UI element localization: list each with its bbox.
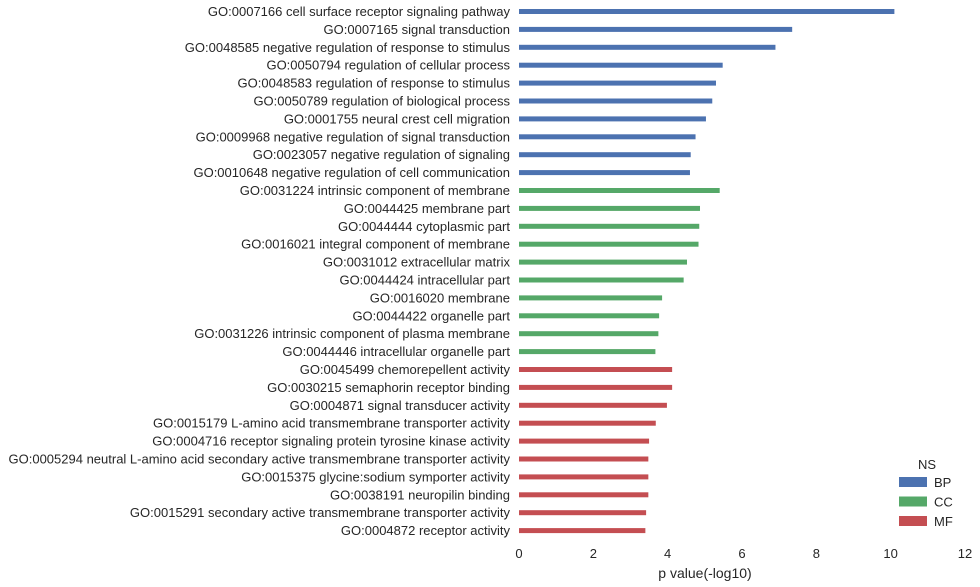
- y-tick-label: GO:0030215 semaphorin receptor binding: [267, 380, 510, 395]
- x-tick-label: 12: [958, 546, 972, 561]
- x-tick-label: 6: [738, 546, 745, 561]
- bar-bp: [519, 116, 706, 122]
- bar-cc: [519, 313, 660, 319]
- bar-bp: [519, 134, 696, 140]
- bar-bp: [519, 62, 723, 68]
- y-tick-label: GO:0016020 membrane: [370, 290, 510, 305]
- y-tick-label: GO:0044444 cytoplasmic part: [338, 219, 510, 234]
- bar-cc: [519, 331, 659, 337]
- y-tick-label: GO:0048583 regulation of response to sti…: [238, 76, 511, 91]
- y-tick-label: GO:0007166 cell surface receptor signali…: [208, 4, 511, 19]
- y-tick-label: GO:0005294 neutral L-amino acid secondar…: [9, 452, 511, 467]
- y-tick-label: GO:0050789 regulation of biological proc…: [253, 94, 510, 109]
- y-tick-label: GO:0044424 intracellular part: [339, 273, 510, 288]
- y-tick-label: GO:0044425 membrane part: [344, 201, 511, 216]
- x-axis-label: p value(-log10): [658, 565, 751, 581]
- bar-cc: [519, 295, 663, 301]
- legend-label-bp: BP: [934, 475, 951, 490]
- legend-label-mf: MF: [934, 514, 953, 529]
- bar-mf: [519, 384, 673, 390]
- bar-bp: [519, 152, 691, 158]
- legend-entries: BP CC MF: [899, 475, 953, 529]
- bar-cc: [519, 205, 701, 211]
- y-tick-label: GO:0048585 negative regulation of respon…: [185, 40, 511, 55]
- bar-cc: [519, 241, 699, 247]
- x-tick-label: 2: [590, 546, 597, 561]
- y-tick-label: GO:0045499 chemorepellent activity: [300, 362, 511, 377]
- y-tick-label: GO:0001755 neural crest cell migration: [284, 111, 510, 126]
- bar-cc: [519, 277, 684, 283]
- y-tick-label: GO:0004871 signal transducer activity: [290, 398, 511, 413]
- x-tick-labels: 0 2 4 6 8 10 12: [515, 546, 972, 561]
- legend-swatch-mf: [899, 516, 927, 526]
- y-tick-label: GO:0031012 extracellular matrix: [323, 255, 511, 270]
- y-tick-label: GO:0023057 negative regulation of signal…: [253, 147, 510, 162]
- bar-mf: [519, 438, 650, 444]
- bar-mf: [519, 420, 656, 426]
- legend-title: NS: [918, 457, 936, 472]
- y-tick-label: GO:0038191 neuropilin binding: [330, 487, 510, 502]
- bar-mf: [519, 492, 649, 498]
- legend-swatch-bp: [899, 477, 927, 487]
- bar-bp: [519, 26, 793, 32]
- y-tick-label: GO:0031224 intrinsic component of membra…: [240, 183, 510, 198]
- x-tick-label: 4: [664, 546, 671, 561]
- bar-bp: [519, 44, 776, 50]
- bar-mf: [519, 528, 646, 534]
- bar-mf: [519, 510, 647, 516]
- legend-label-cc: CC: [934, 495, 953, 510]
- bar-mf: [519, 456, 649, 462]
- bar-cc: [519, 349, 656, 355]
- x-tick-label: 10: [883, 546, 897, 561]
- bar-cc: [519, 259, 687, 265]
- y-tick-label: GO:0044422 organelle part: [352, 308, 510, 323]
- y-tick-label: GO:0010648 negative regulation of cell c…: [193, 165, 510, 180]
- y-tick-label: GO:0015375 glycine:sodium symporter acti…: [241, 469, 510, 484]
- y-tick-label: GO:0004872 receptor activity: [341, 523, 511, 538]
- bar-mf: [519, 474, 649, 480]
- bar-cc: [519, 223, 700, 229]
- y-tick-label: GO:0016021 integral component of membran…: [241, 237, 510, 252]
- bar-bp: [519, 170, 690, 176]
- bar-cc: [519, 188, 720, 193]
- y-tick-label: GO:0050794 regulation of cellular proces…: [266, 58, 510, 73]
- bar-mf: [519, 402, 667, 408]
- y-tick-label: GO:0015291 secondary active transmembran…: [130, 505, 511, 520]
- y-tick-label: GO:0044446 intracellular organelle part: [282, 344, 510, 359]
- bar-mf: [519, 367, 673, 372]
- bar-bp: [519, 98, 713, 104]
- x-tick-label: 8: [813, 546, 820, 561]
- y-tick-label: GO:0009968 negative regulation of signal…: [196, 129, 510, 144]
- y-tick-label: GO:0031226 intrinsic component of plasma…: [194, 326, 510, 341]
- bar-bp: [519, 9, 895, 14]
- y-tick-label: GO:0004716 receptor signaling protein ty…: [152, 434, 510, 449]
- bars: [519, 9, 895, 534]
- x-tick-label: 0: [515, 546, 522, 561]
- y-tick-label: GO:0015179 L-amino acid transmembrane tr…: [153, 416, 510, 431]
- legend-swatch-cc: [899, 496, 927, 507]
- bar-bp: [519, 80, 716, 86]
- legend: NS BP CC MF: [899, 457, 953, 529]
- y-tick-labels: GO:0007166 cell surface receptor signali…: [9, 4, 511, 538]
- y-tick-label: GO:0007165 signal transduction: [324, 22, 510, 37]
